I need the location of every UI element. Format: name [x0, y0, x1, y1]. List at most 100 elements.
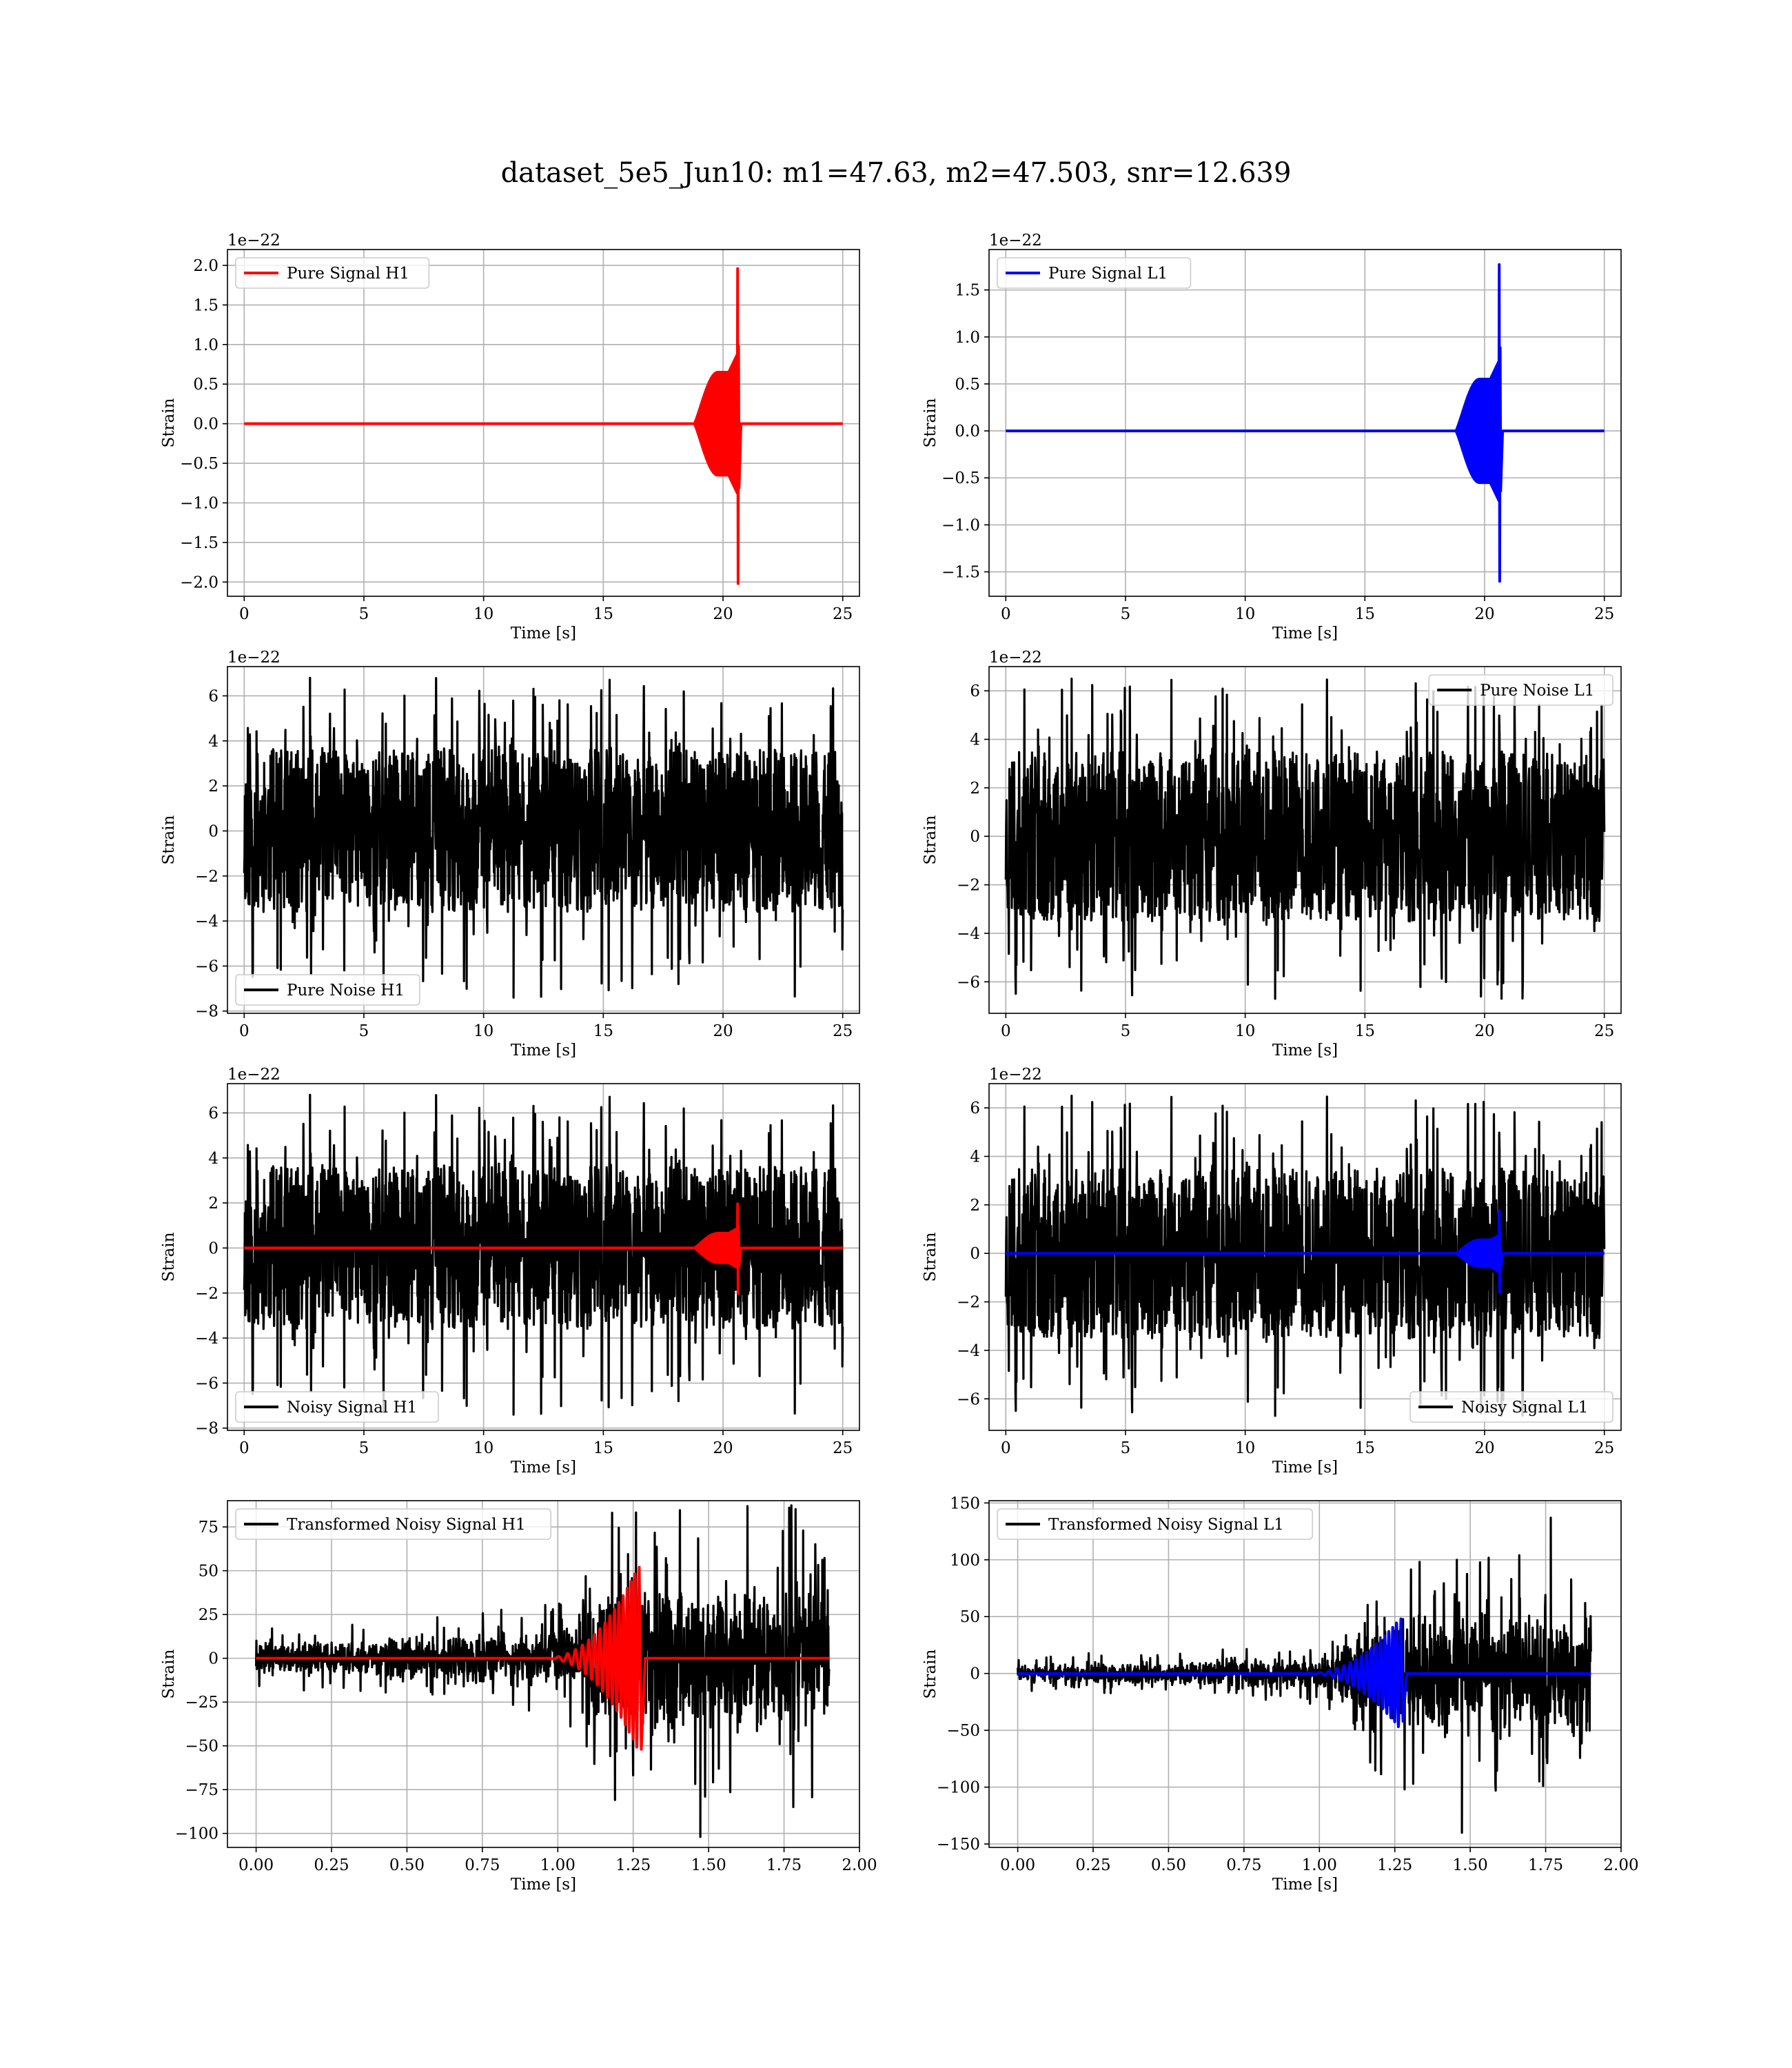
x-tick-label: 15 — [593, 1439, 613, 1457]
y-tick-label: −0.5 — [941, 469, 980, 487]
plot-area — [1004, 678, 1606, 1000]
x-tick-label: 25 — [1594, 605, 1614, 623]
plot-area — [1017, 1517, 1592, 1834]
y-tick-label: 0 — [970, 828, 980, 846]
y-tick-label: −6 — [195, 1375, 218, 1392]
chart-noisy-signal-l1: 0 5 10 15 20 25 −6 −4 −2 0 2 4 6 Time [s] Strain 1e−22 N… — [922, 1066, 1622, 1477]
legend: Transformed Noisy Signal H1 — [235, 1508, 552, 1540]
legend-label: Pure Signal H1 — [287, 265, 409, 283]
y-tick-label: −100 — [937, 1779, 980, 1797]
x-tick-label: 20 — [713, 1439, 733, 1457]
y-tick-label: −6 — [957, 1390, 980, 1408]
x-tick-label: 1.00 — [540, 1856, 576, 1874]
x-tick-label: 5 — [359, 1022, 369, 1040]
axes-frame — [988, 1500, 1622, 1848]
series-line-pure-signal-h1 — [244, 267, 843, 585]
legend-box — [1428, 674, 1613, 706]
axes-frame — [988, 249, 1622, 597]
x-tick-label: 10 — [1235, 1439, 1255, 1457]
x-tick-label: 0 — [239, 605, 250, 623]
y-tick-label: −50 — [946, 1722, 980, 1740]
x-tick-label: 0.25 — [314, 1856, 349, 1874]
x-tick-label: 0 — [1001, 605, 1011, 623]
series-line-overlay-1 — [1017, 1617, 1591, 1728]
x-axis-label: Time [s] — [1272, 1876, 1338, 1894]
x-tick-label: 0.00 — [1000, 1856, 1035, 1874]
y-tick-label: 4 — [208, 1150, 218, 1168]
y-tick-label: 4 — [970, 731, 980, 749]
y-tick-label: 2 — [970, 1197, 980, 1215]
y-tick-label: 6 — [208, 1104, 218, 1122]
y-tick-label: −6 — [957, 973, 980, 991]
plot-area — [243, 1093, 844, 1416]
x-tick-label: 25 — [1594, 1439, 1614, 1457]
x-tick-label: 2.00 — [1603, 1856, 1638, 1874]
x-tick-label: 1.50 — [691, 1856, 726, 1874]
y-tick-label: 100 — [950, 1552, 980, 1570]
y-tick-label: −1.5 — [180, 534, 218, 552]
plot-area — [1006, 263, 1605, 583]
series-line-pure-noise-l1 — [1004, 678, 1606, 1000]
y-tick-label: 0.5 — [193, 376, 218, 394]
x-tick-label: 0.50 — [389, 1856, 425, 1874]
x-tick-label: 15 — [1355, 605, 1375, 623]
legend-box — [235, 1508, 552, 1540]
series-line-transformed-noisy-signal-l1 — [1017, 1517, 1592, 1834]
y-tick-label: −8 — [195, 1420, 218, 1438]
x-tick-label: 0.75 — [465, 1856, 500, 1874]
offset-text: 1e−22 — [227, 232, 281, 250]
x-tick-label: 1.50 — [1453, 1856, 1488, 1874]
y-tick-label: 2 — [208, 778, 218, 795]
y-tick-label: −6 — [195, 957, 218, 975]
x-tick-label: 10 — [474, 1439, 493, 1457]
offset-text: 1e−22 — [989, 1066, 1042, 1084]
x-tick-label: 5 — [1121, 605, 1131, 623]
legend: Pure Noise L1 — [1428, 674, 1613, 706]
figure-title: dataset_5e5_Jun10: m1=47.63, m2=47.503, … — [500, 157, 1292, 189]
y-tick-label: −50 — [185, 1738, 218, 1756]
axes-frame — [227, 249, 860, 597]
y-tick-label: 0.0 — [955, 423, 980, 440]
y-tick-label: 50 — [960, 1608, 980, 1626]
y-tick-label: −25 — [185, 1694, 218, 1712]
x-axis-label: Time [s] — [1272, 625, 1338, 642]
offset-text: 1e−22 — [989, 232, 1042, 250]
plot-area — [243, 676, 844, 999]
series-line-overlay-1 — [244, 1202, 843, 1295]
x-tick-label: 25 — [833, 1022, 853, 1040]
axes-frame — [988, 1083, 1622, 1431]
series-line-transformed-noisy-signal-h1 — [255, 1504, 831, 1838]
x-tick-label: 0.50 — [1151, 1856, 1186, 1874]
legend-label: Pure Signal L1 — [1048, 265, 1168, 283]
x-tick-label: 10 — [1235, 1022, 1255, 1040]
x-axis-label: Time [s] — [511, 1876, 576, 1894]
y-tick-label: 50 — [198, 1563, 218, 1581]
offset-text: 1e−22 — [227, 1066, 281, 1084]
y-tick-label: 0.5 — [955, 376, 980, 394]
x-tick-label: 10 — [1235, 605, 1255, 623]
legend-box — [235, 974, 420, 1006]
y-tick-label: 0 — [970, 1665, 980, 1683]
y-axis-label: Strain — [160, 1649, 178, 1699]
x-tick-label: 0 — [239, 1439, 250, 1457]
y-tick-label: 4 — [970, 1148, 980, 1166]
y-axis-label: Strain — [922, 398, 939, 447]
series-line-overlay-1 — [1006, 1209, 1605, 1294]
legend-label: Pure Noise L1 — [1480, 682, 1594, 700]
y-axis-label: Strain — [160, 815, 178, 864]
x-tick-label: 2.00 — [842, 1856, 877, 1874]
legend: Noisy Signal H1 — [235, 1391, 439, 1423]
y-tick-label: −75 — [185, 1781, 218, 1799]
offset-text: 1e−22 — [989, 649, 1042, 667]
x-tick-label: 20 — [1474, 605, 1494, 623]
y-tick-label: 6 — [970, 682, 980, 700]
chart-pure-signal-l1: 0 5 10 15 20 25 −1.5 −1.0 −0.5 0.0 0.5 1.0 1.5 Time [… — [922, 232, 1622, 642]
legend-box — [235, 257, 430, 289]
y-tick-label: −2 — [957, 877, 980, 895]
x-tick-label: 0 — [239, 1022, 250, 1040]
y-tick-label: 1.5 — [193, 296, 218, 314]
x-tick-label: 20 — [713, 605, 733, 623]
y-axis-label: Strain — [922, 1232, 939, 1281]
y-tick-label: −2 — [195, 868, 218, 886]
y-tick-label: 0.0 — [193, 416, 218, 434]
